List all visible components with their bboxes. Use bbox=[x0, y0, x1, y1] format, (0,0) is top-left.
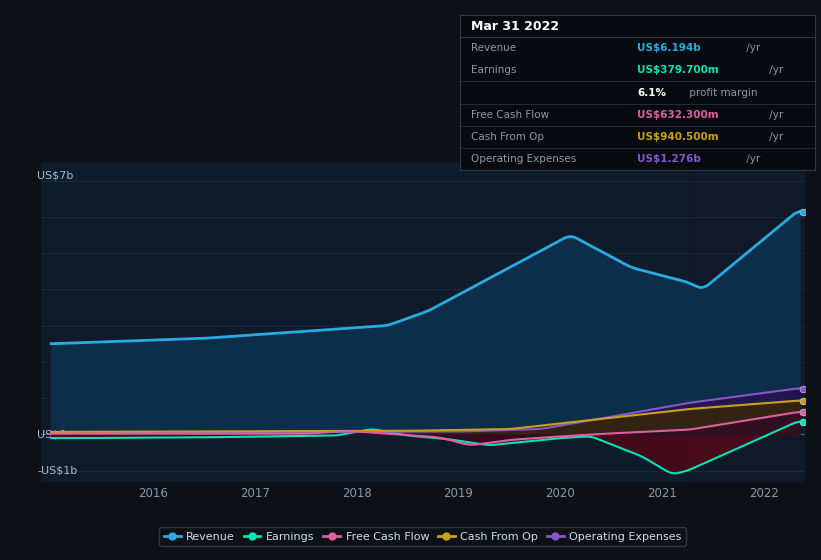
Bar bbox=[687, 162, 821, 482]
Text: -US$1b: -US$1b bbox=[37, 466, 77, 475]
Text: Revenue: Revenue bbox=[470, 43, 516, 53]
Text: US$0: US$0 bbox=[37, 430, 67, 440]
Text: /yr: /yr bbox=[743, 154, 760, 164]
Text: US$7b: US$7b bbox=[37, 171, 74, 180]
Text: /yr: /yr bbox=[766, 132, 783, 142]
Text: profit margin: profit margin bbox=[686, 87, 758, 97]
Text: Cash From Op: Cash From Op bbox=[470, 132, 544, 142]
Text: US$379.700m: US$379.700m bbox=[637, 66, 719, 76]
Text: Free Cash Flow: Free Cash Flow bbox=[470, 110, 548, 120]
Text: /yr: /yr bbox=[743, 43, 760, 53]
Text: 6.1%: 6.1% bbox=[637, 87, 667, 97]
Text: US$1.276b: US$1.276b bbox=[637, 154, 701, 164]
Text: Mar 31 2022: Mar 31 2022 bbox=[470, 20, 559, 32]
Text: /yr: /yr bbox=[766, 66, 783, 76]
Text: /yr: /yr bbox=[766, 110, 783, 120]
Legend: Revenue, Earnings, Free Cash Flow, Cash From Op, Operating Expenses: Revenue, Earnings, Free Cash Flow, Cash … bbox=[159, 528, 686, 546]
Text: US$6.194b: US$6.194b bbox=[637, 43, 701, 53]
Text: US$940.500m: US$940.500m bbox=[637, 132, 719, 142]
Text: Operating Expenses: Operating Expenses bbox=[470, 154, 576, 164]
Text: US$632.300m: US$632.300m bbox=[637, 110, 719, 120]
Text: Earnings: Earnings bbox=[470, 66, 516, 76]
